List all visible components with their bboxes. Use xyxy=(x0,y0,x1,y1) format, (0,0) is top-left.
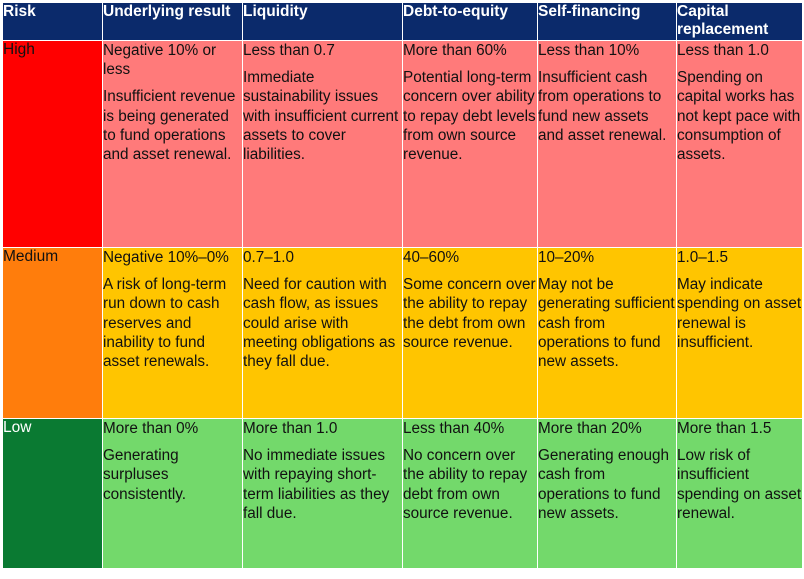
threshold-description: Insufficient revenue is being generated … xyxy=(103,88,236,164)
threshold-value: 0.7–1.0 xyxy=(243,249,295,266)
threshold-description: Immediate sustainability issues with ins… xyxy=(243,69,399,164)
threshold-description: May not be generating sufficient cash fr… xyxy=(538,276,675,371)
cell-low-self-financing: More than 20% Generating enough cash fro… xyxy=(537,418,677,569)
threshold-description: Low risk of insufficient spending on ass… xyxy=(677,447,802,522)
threshold-description: Spending on capital works has not kept p… xyxy=(677,69,801,164)
header-self-financing: Self-financing xyxy=(537,2,677,41)
threshold-description: May indicate spending on asset renewal i… xyxy=(677,276,802,351)
cell-high-debt: More than 60% Potential long-term concer… xyxy=(402,40,538,248)
cell-medium-liquidity: 0.7–1.0 Need for caution with cash flow,… xyxy=(242,247,403,419)
threshold-value: 1.0–1.5 xyxy=(677,249,729,266)
cell-medium-debt: 40–60% Some concern over the ability to … xyxy=(402,247,538,419)
threshold-description: Potential long-term concern over ability… xyxy=(403,69,536,164)
cell-low-debt: Less than 40% No concern over the abilit… xyxy=(402,418,538,569)
header-debt-to-equity: Debt-to-equity xyxy=(402,2,538,41)
threshold-description: Generating surpluses consistently. xyxy=(103,447,187,503)
threshold-value: More than 1.0 xyxy=(243,420,338,437)
threshold-description: A risk of long-term run down to cash res… xyxy=(103,276,227,371)
row-low: Low More than 0% Generating surpluses co… xyxy=(2,418,803,569)
cell-low-underlying: More than 0% Generating surpluses consis… xyxy=(102,418,243,569)
threshold-value: 40–60% xyxy=(403,249,460,266)
risk-level-low: Low xyxy=(2,418,103,569)
threshold-value: Negative 10%–0% xyxy=(103,249,229,266)
threshold-value: Less than 1.0 xyxy=(677,42,769,59)
threshold-value: 10–20% xyxy=(538,249,595,266)
cell-low-capital: More than 1.5 Low risk of insufficient s… xyxy=(676,418,803,569)
cell-high-underlying: Negative 10% or less Insufficient revenu… xyxy=(102,40,243,248)
header-capital-replacement: Capital replacement xyxy=(676,2,803,41)
row-high: High Negative 10% or less Insufficient r… xyxy=(2,40,803,248)
cell-medium-underlying: Negative 10%–0% A risk of long-term run … xyxy=(102,247,243,419)
threshold-value: More than 60% xyxy=(403,42,507,59)
threshold-description: Need for caution with cash flow, as issu… xyxy=(243,276,396,371)
cell-high-capital: Less than 1.0 Spending on capital works … xyxy=(676,40,803,248)
threshold-value: Less than 40% xyxy=(403,420,505,437)
cell-low-liquidity: More than 1.0 No immediate issues with r… xyxy=(242,418,403,569)
threshold-value: Less than 0.7 xyxy=(243,42,335,59)
cell-high-liquidity: Less than 0.7 Immediate sustainability i… xyxy=(242,40,403,248)
risk-assessment-table: Risk Underlying result Liquidity Debt-to… xyxy=(2,2,803,569)
header-liquidity: Liquidity xyxy=(242,2,403,41)
header-row: Risk Underlying result Liquidity Debt-to… xyxy=(2,2,803,41)
header-risk: Risk xyxy=(2,2,103,41)
cell-medium-self-financing: 10–20% May not be generating sufficient … xyxy=(537,247,677,419)
threshold-description: Some concern over the ability to repay t… xyxy=(403,276,536,351)
threshold-value: More than 0% xyxy=(103,420,199,437)
threshold-description: Generating enough cash from operations t… xyxy=(538,447,669,522)
threshold-description: No concern over the ability to repay deb… xyxy=(403,447,528,522)
risk-level-medium: Medium xyxy=(2,247,103,419)
row-medium: Medium Negative 10%–0% A risk of long-te… xyxy=(2,247,803,419)
threshold-description: Insufficient cash from operations to fun… xyxy=(538,69,667,144)
cell-medium-capital: 1.0–1.5 May indicate spending on asset r… xyxy=(676,247,803,419)
threshold-description: No immediate issues with repaying short-… xyxy=(243,447,390,522)
header-underlying-result: Underlying result xyxy=(102,2,243,41)
threshold-value: Less than 10% xyxy=(538,42,640,59)
cell-high-self-financing: Less than 10% Insufficient cash from ope… xyxy=(537,40,677,248)
threshold-value: Negative 10% or less xyxy=(103,42,217,79)
risk-level-high: High xyxy=(2,40,103,248)
threshold-value: More than 1.5 xyxy=(677,420,772,437)
threshold-value: More than 20% xyxy=(538,420,642,437)
